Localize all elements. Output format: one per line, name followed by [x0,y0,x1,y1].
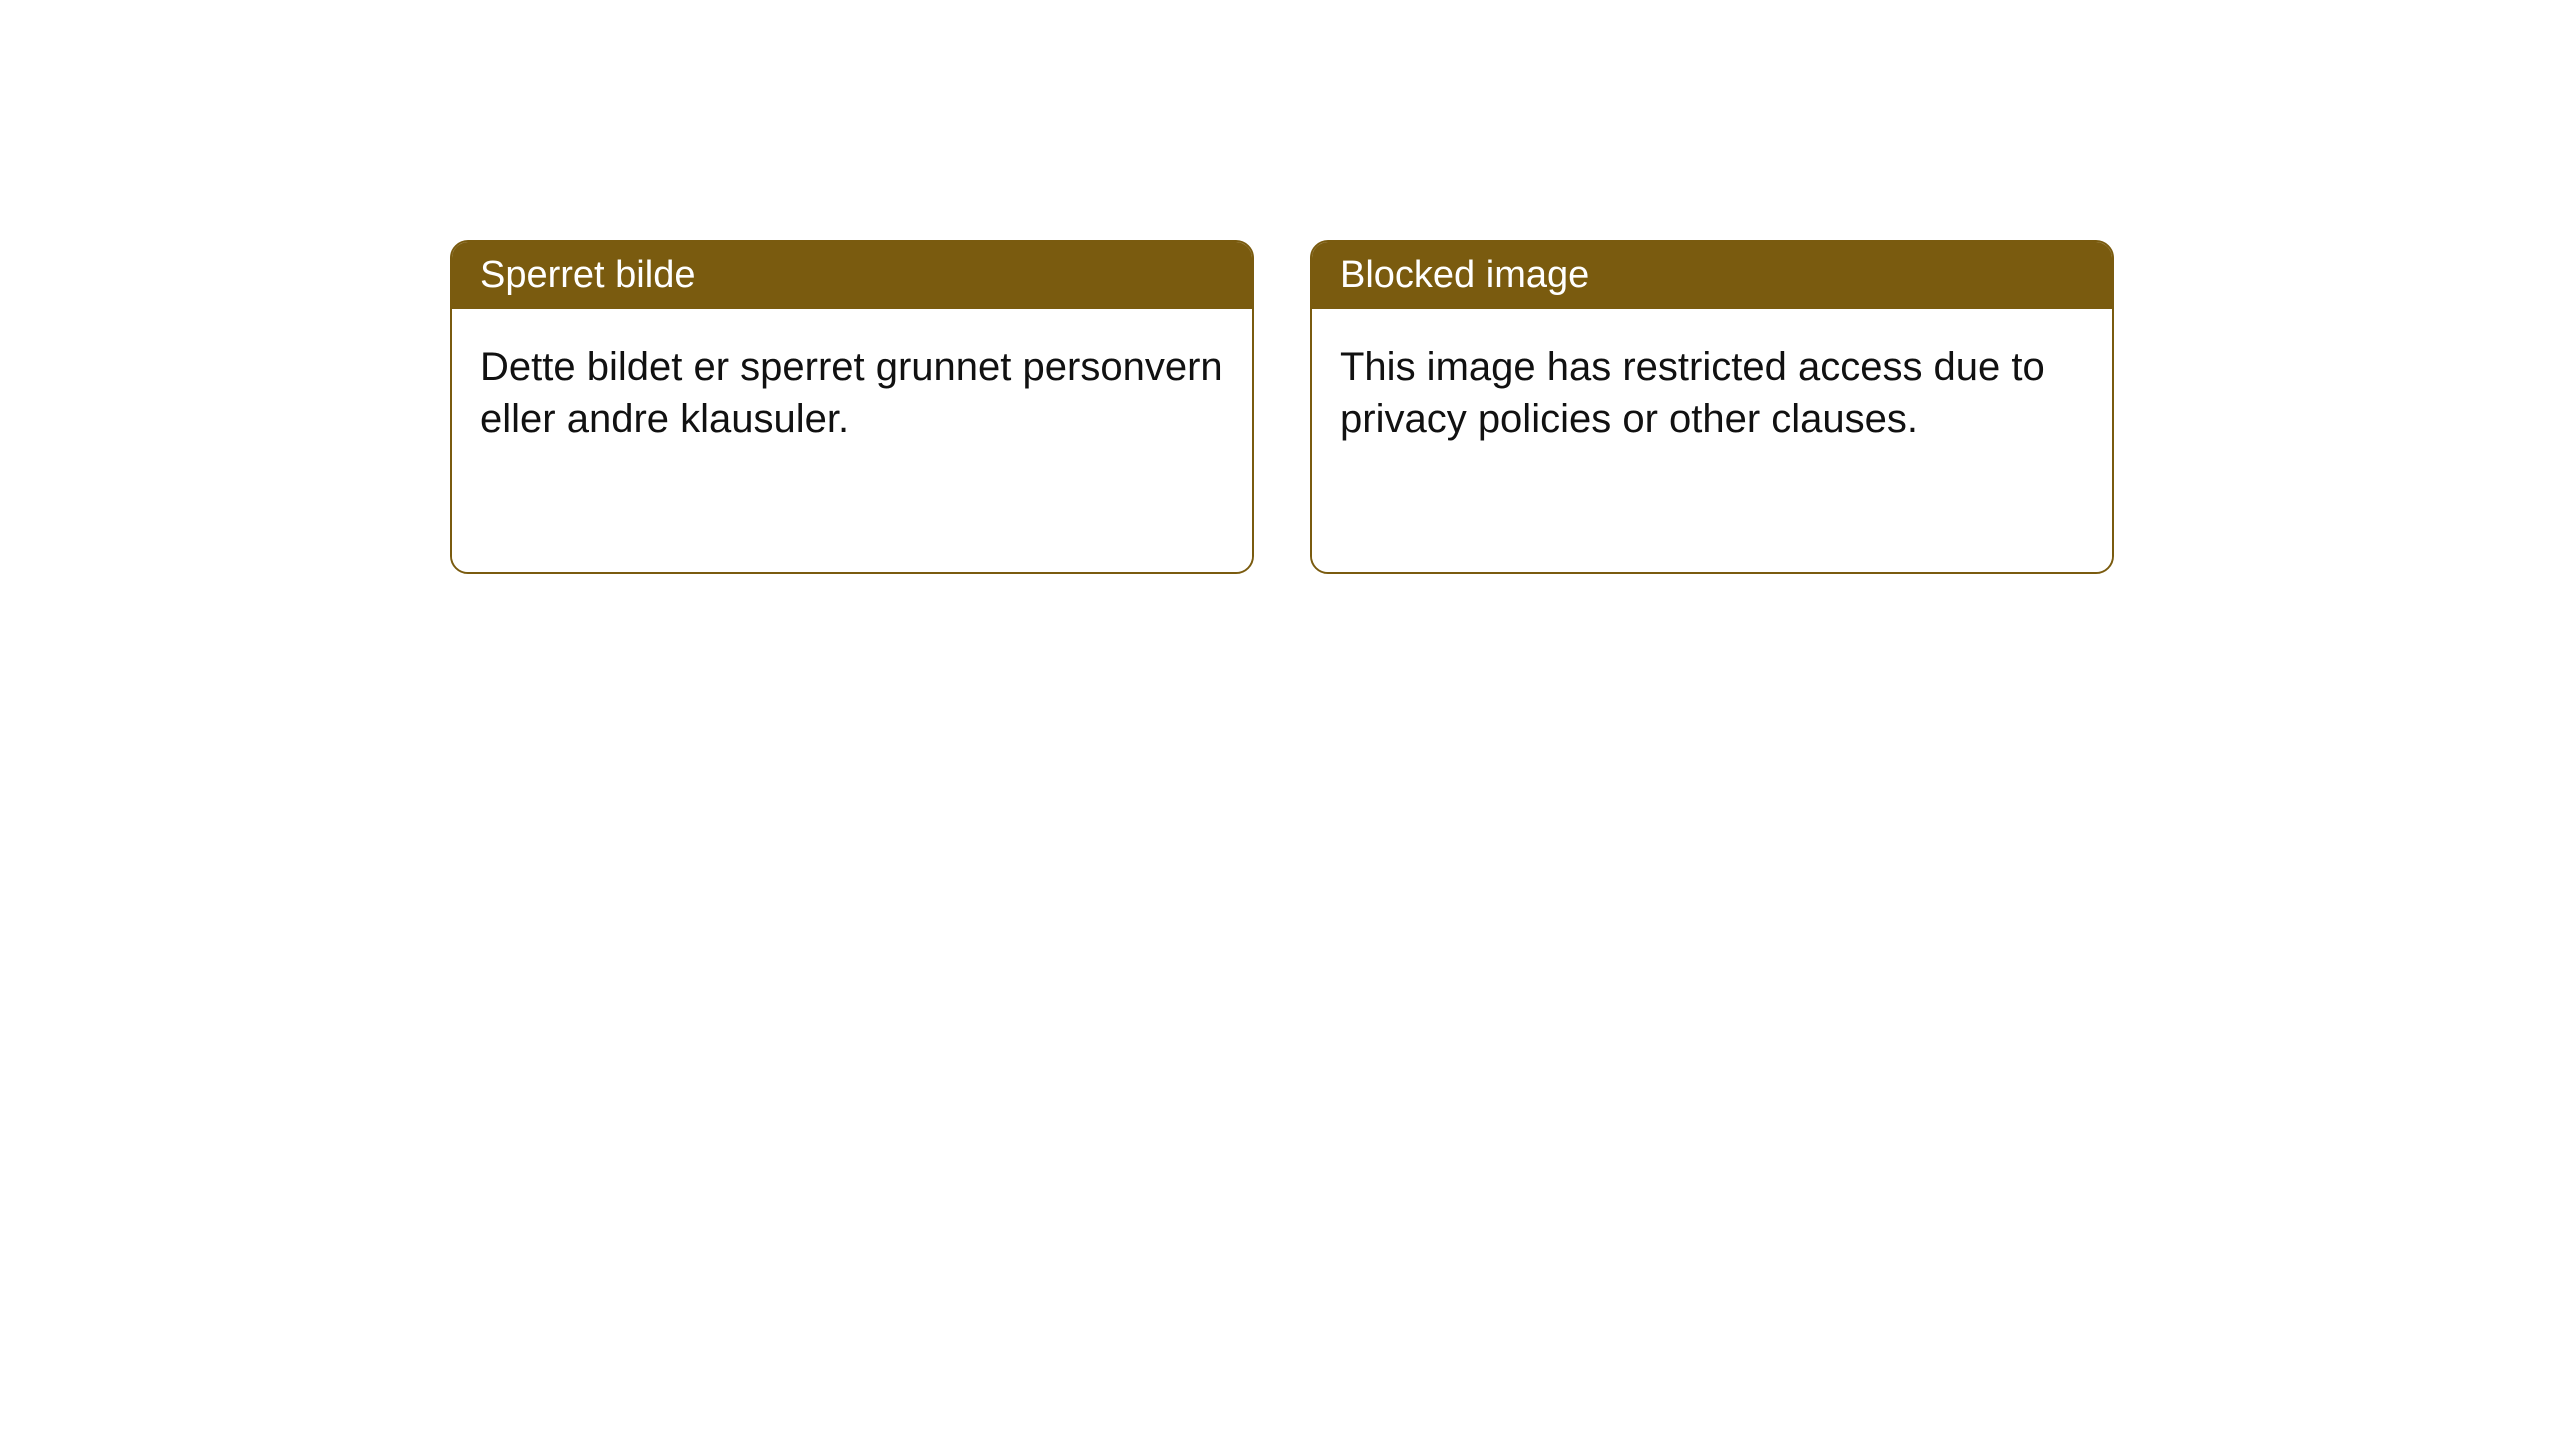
notice-card-english: Blocked image This image has restricted … [1310,240,2114,574]
notice-card-norwegian: Sperret bilde Dette bildet er sperret gr… [450,240,1254,574]
notice-body: This image has restricted access due to … [1312,309,2112,572]
notice-body: Dette bildet er sperret grunnet personve… [452,309,1252,572]
notice-header: Blocked image [1312,242,2112,309]
notice-container: Sperret bilde Dette bildet er sperret gr… [0,0,2560,574]
notice-header: Sperret bilde [452,242,1252,309]
